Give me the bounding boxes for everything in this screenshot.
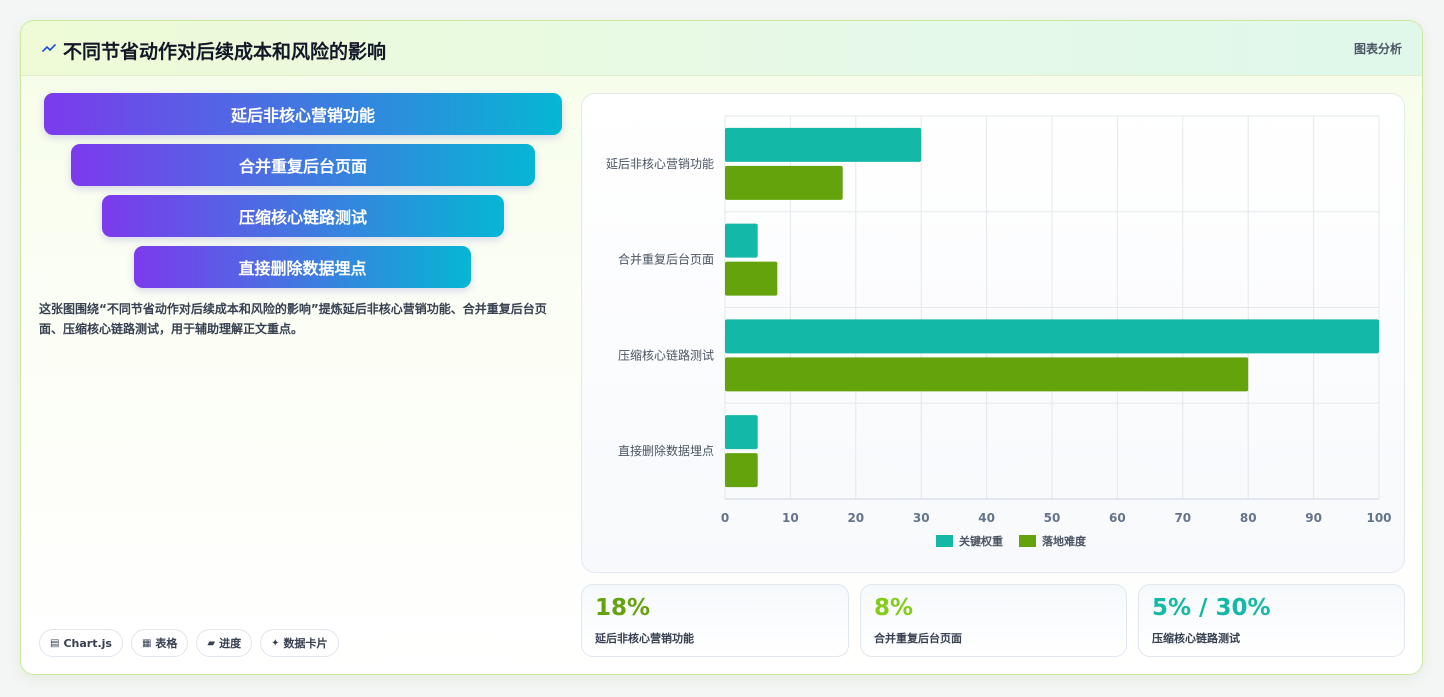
bar <box>725 127 922 162</box>
analysis-card: 不同节省动作对后续成本和风险的影响 图表分析 延后非核心营销功能 合并重复后台页… <box>20 20 1423 675</box>
tag-progress[interactable]: ▰ 进度 <box>196 629 253 657</box>
x-tick-label: 60 <box>1109 511 1126 525</box>
stat-label: 合并重复后台页面 <box>874 632 962 645</box>
x-tick-label: 0 <box>721 511 729 525</box>
card-header: 不同节省动作对后续成本和风险的影响 图表分析 <box>21 21 1422 76</box>
stat-value: 18% <box>595 595 651 621</box>
legend-swatch <box>1019 535 1036 547</box>
y-tick-label: 延后非核心营销功能 <box>606 157 714 171</box>
stat-value: 5% / 30% <box>1152 595 1271 621</box>
progress-icon: ▰ <box>207 637 216 649</box>
y-tick-label: 直接删除数据埋点 <box>618 443 714 458</box>
stat-card: 18% 延后非核心营销功能 <box>581 584 849 657</box>
legend-label: 落地难度 <box>1042 534 1087 548</box>
feature-tags: ▤ Chart.js ▦ 表格 ▰ 进度 ✦ 数据卡片 <box>39 629 339 657</box>
wave-icon <box>42 44 56 52</box>
tag-label: Chart.js <box>63 636 112 650</box>
chart-icon: ▤ <box>50 637 60 649</box>
x-tick-label: 10 <box>782 511 799 525</box>
legend-label: 关键权重 <box>959 534 1003 548</box>
x-tick-label: 20 <box>847 511 864 525</box>
tag-label: 表格 <box>155 637 178 650</box>
x-tick-label: 100 <box>1366 511 1391 525</box>
x-tick-label: 90 <box>1305 511 1322 525</box>
page-title: 不同节省动作对后续成本和风险的影响 <box>63 41 387 63</box>
x-tick-label: 30 <box>913 511 930 525</box>
legend-swatch <box>936 535 953 547</box>
y-tick-label: 压缩核心链路测试 <box>618 347 714 362</box>
funnel-item[interactable]: 合并重复后台页面 <box>71 144 535 186</box>
stat-label: 压缩核心链路测试 <box>1152 632 1240 645</box>
chart-description: 这张图围绕“不同节省动作对后续成本和风险的影响”提炼延后非核心营销功能、合并重复… <box>39 302 547 336</box>
tag-label: 数据卡片 <box>283 637 328 650</box>
x-tick-label: 50 <box>1044 511 1061 525</box>
tag-label: 进度 <box>219 637 242 650</box>
sparkle-icon: ✦ <box>271 637 280 649</box>
bar <box>725 165 843 200</box>
bar <box>725 223 758 258</box>
tag-table[interactable]: ▦ 表格 <box>130 629 189 657</box>
x-tick-label: 70 <box>1174 511 1191 525</box>
bar <box>725 415 758 450</box>
chart-analysis-badge: 图表分析 <box>1353 42 1402 56</box>
tag-data-card[interactable]: ✦ 数据卡片 <box>260 629 339 657</box>
bar-chart-panel: 延后非核心营销功能合并重复后台页面 压缩核心链路测试 直接删除数据埋点 0 10 20 30… <box>581 93 1405 573</box>
stat-card: 5% / 30% 压缩核心链路测试 <box>1138 584 1405 657</box>
stat-label: 延后非核心营销功能 <box>595 632 694 645</box>
bar <box>725 453 758 488</box>
funnel-item[interactable]: 延后非核心营销功能 <box>44 93 562 135</box>
x-tick-label: 40 <box>978 511 995 525</box>
table-icon: ▦ <box>141 637 152 649</box>
y-tick-label: 合并重复后台页面 <box>618 252 714 267</box>
tag-chartjs[interactable]: ▤ Chart.js <box>39 629 123 657</box>
funnel-item[interactable]: 直接删除数据埋点 <box>134 246 471 288</box>
bar <box>725 319 1379 354</box>
stat-value: 8% <box>874 595 914 621</box>
bar <box>725 357 1249 392</box>
stat-card: 8% 合并重复后台页面 <box>860 584 1127 657</box>
x-tick-label: 80 <box>1240 511 1257 525</box>
bar <box>725 261 778 296</box>
funnel-item[interactable]: 压缩核心链路测试 <box>102 195 504 237</box>
